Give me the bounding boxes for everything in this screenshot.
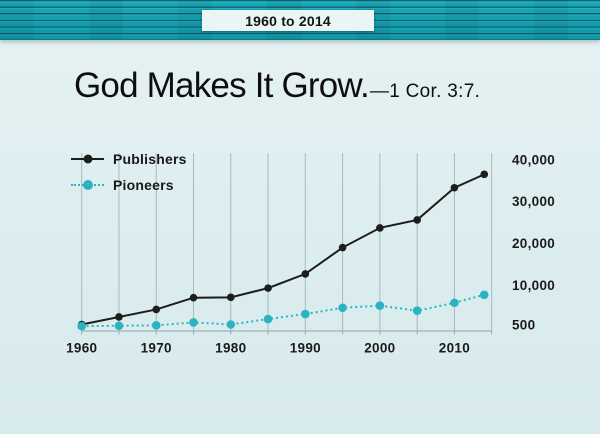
- legend-label-pioneers: Pioneers: [113, 177, 174, 193]
- banner-title: 1960 to 2014: [245, 12, 331, 29]
- svg-text:1960: 1960: [66, 341, 97, 356]
- svg-text:500: 500: [512, 318, 535, 333]
- svg-text:30,000: 30,000: [512, 194, 555, 209]
- slide-title-row: God Makes It Grow. —1 Cor. 3:7.: [74, 66, 480, 106]
- pioneers-dot-icon: [82, 180, 93, 190]
- svg-text:1990: 1990: [290, 341, 321, 356]
- legend-label-publishers: Publishers: [113, 151, 187, 167]
- legend-item-pioneers: Pioneers: [71, 176, 187, 194]
- svg-text:10,000: 10,000: [512, 278, 555, 293]
- top-banner: 1960 to 2014: [0, 0, 600, 40]
- banner-title-box: 1960 to 2014: [202, 10, 374, 31]
- svg-text:40,000: 40,000: [512, 152, 555, 167]
- svg-text:1970: 1970: [141, 341, 172, 356]
- pioneers-line-icon: [71, 179, 104, 191]
- slide-title: God Makes It Grow.: [74, 66, 370, 105]
- svg-text:20,000: 20,000: [512, 236, 555, 251]
- svg-text:2010: 2010: [439, 341, 470, 356]
- slide-title-scripture-reference: —1 Cor. 3:7.: [369, 81, 481, 102]
- svg-text:1980: 1980: [215, 341, 246, 356]
- publishers-line-icon: [71, 153, 104, 165]
- svg-text:2000: 2000: [364, 341, 395, 356]
- publishers-dot-icon: [83, 154, 92, 164]
- legend-item-publishers: Publishers: [71, 150, 187, 168]
- chart-legend: Publishers Pioneers: [71, 150, 187, 202]
